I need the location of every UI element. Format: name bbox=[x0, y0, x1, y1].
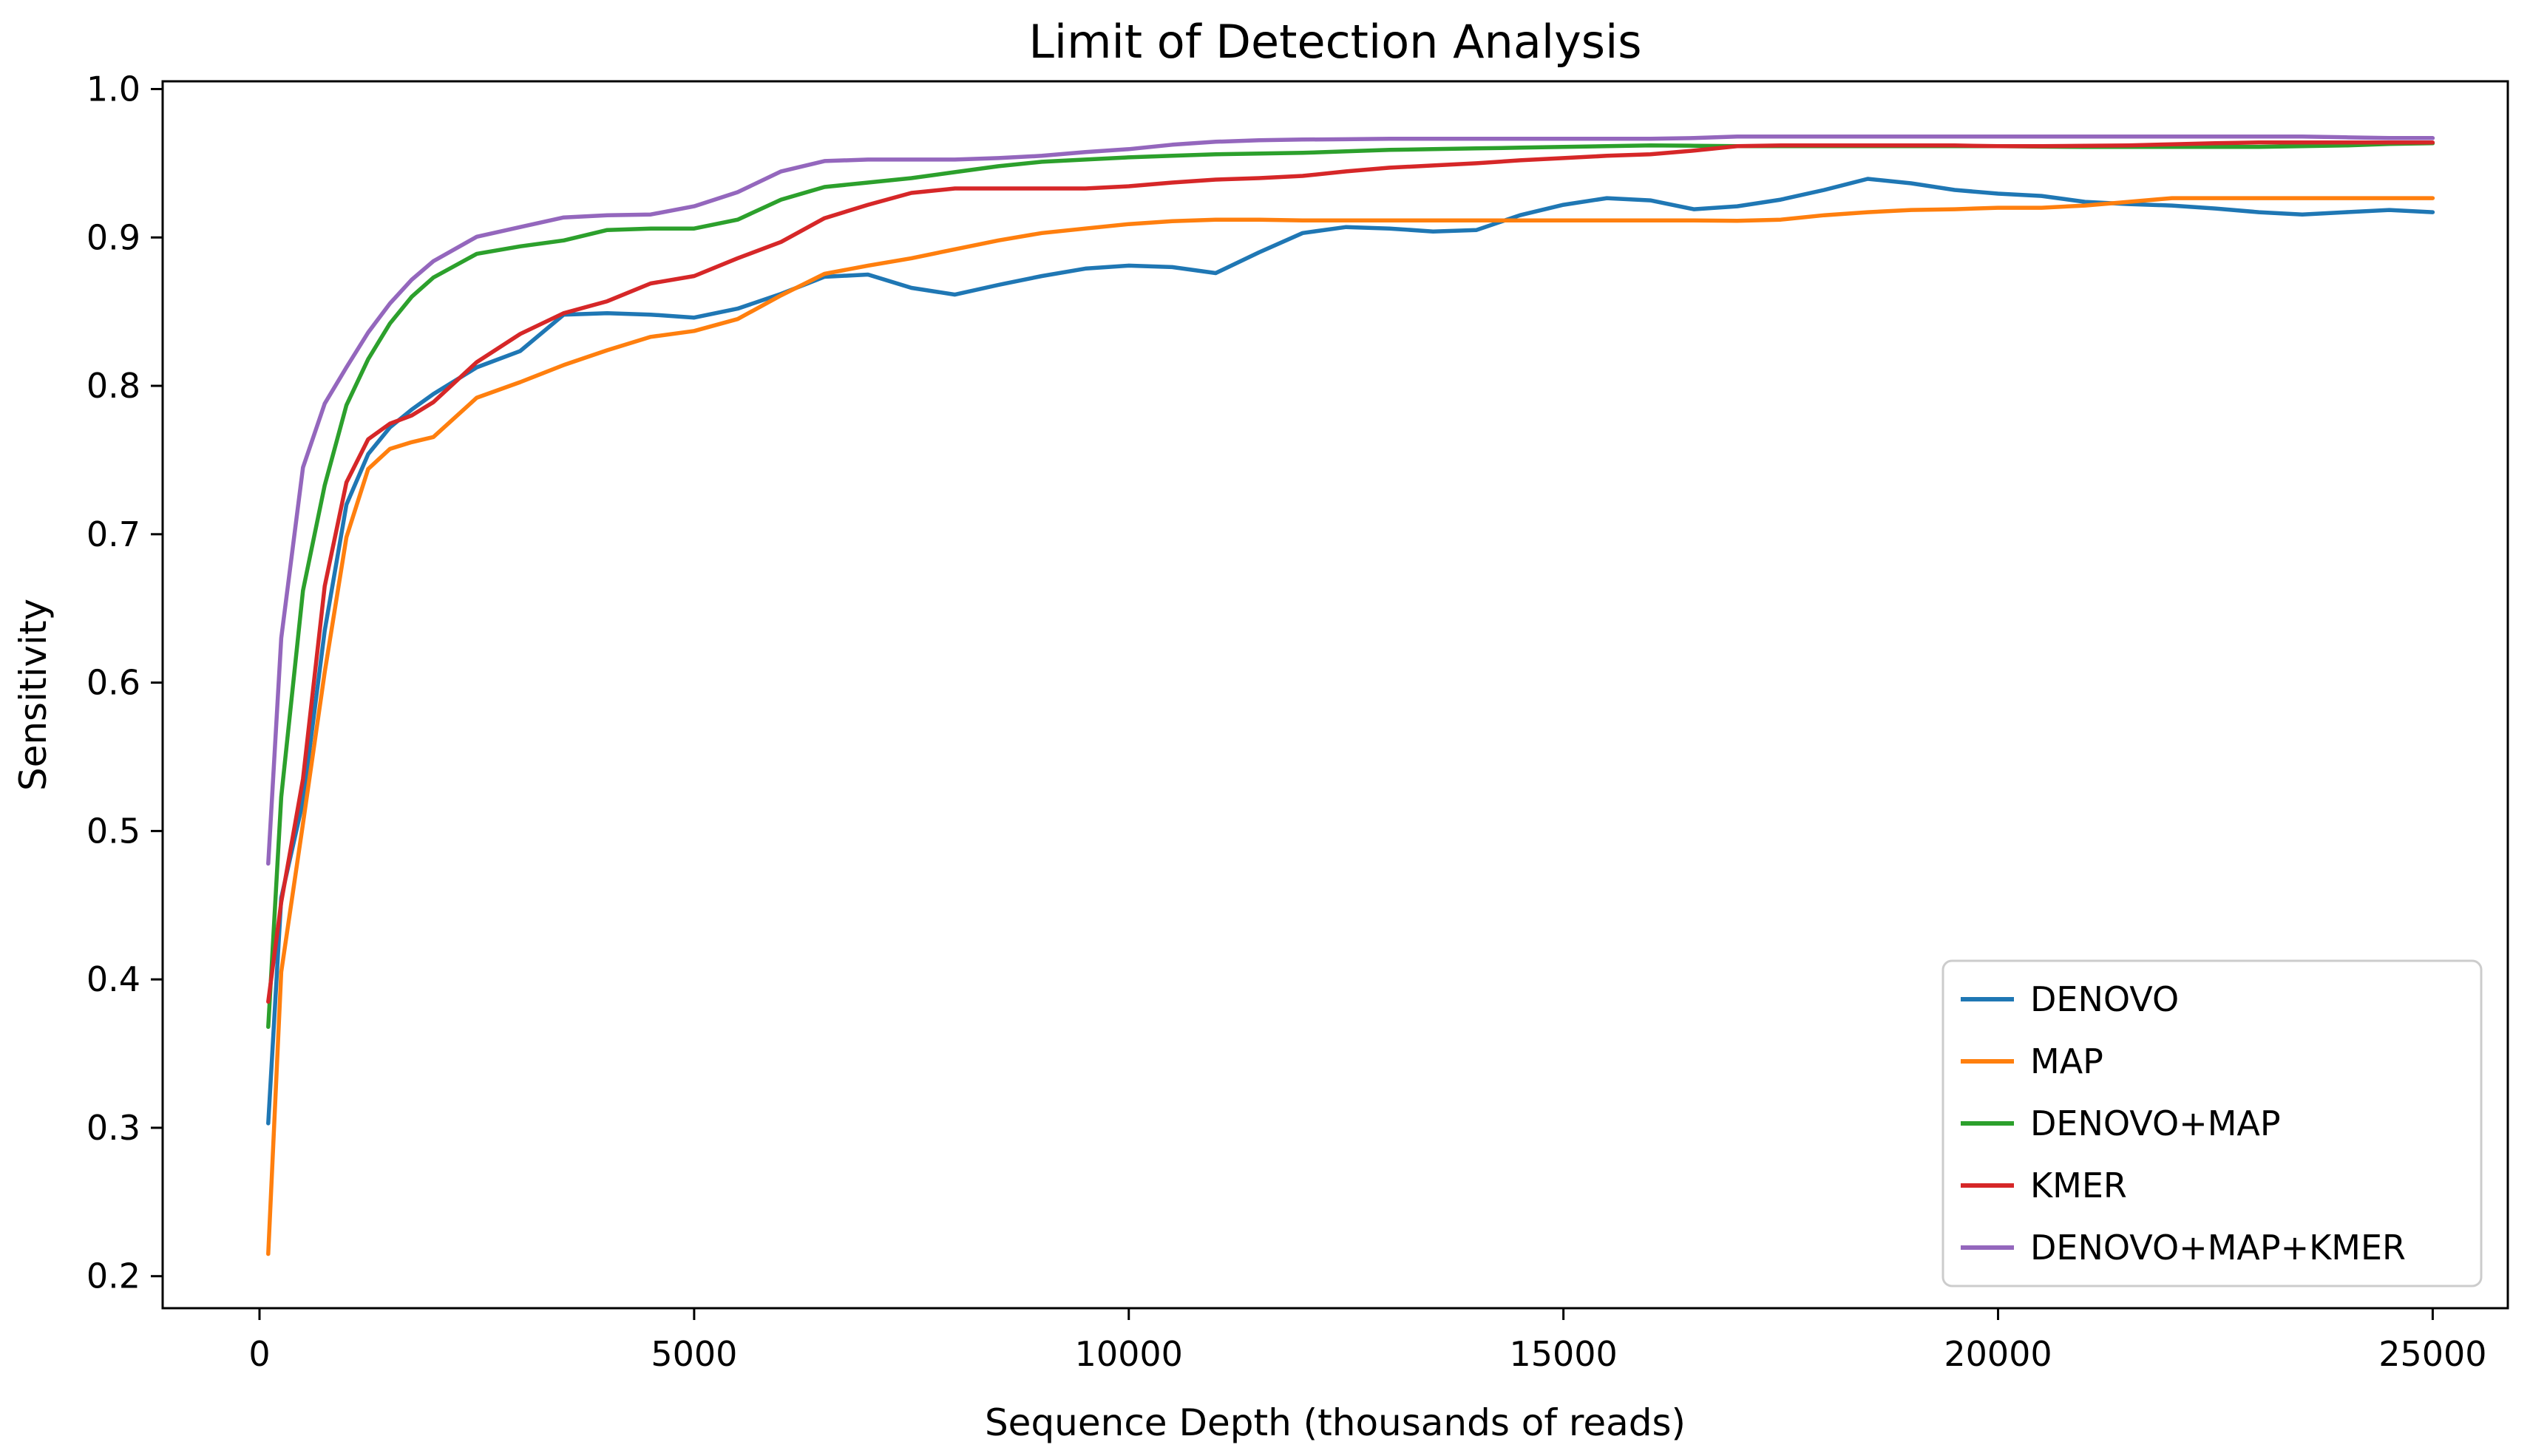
x-tick-label: 20000 bbox=[1944, 1334, 2052, 1374]
y-tick-label: 1.0 bbox=[87, 69, 140, 109]
series-line-kmer bbox=[266, 140, 2435, 1004]
chart-title: Limit of Detection Analysis bbox=[1028, 15, 1641, 69]
legend-box bbox=[1941, 959, 2483, 1287]
y-tick-label: 0.6 bbox=[87, 663, 140, 703]
series-line-map bbox=[266, 196, 2435, 1256]
y-tick-label: 0.5 bbox=[87, 811, 140, 851]
x-tick-label: 15000 bbox=[1509, 1334, 1617, 1374]
x-tick-label: 5000 bbox=[651, 1334, 737, 1374]
series-line-denovo bbox=[266, 177, 2435, 1126]
y-tick-label: 0.4 bbox=[87, 959, 140, 999]
legend-label-map: MAP bbox=[2030, 1041, 2103, 1081]
x-tick-label: 0 bbox=[248, 1334, 270, 1374]
plot-area: 0 5000 10000 15000 20000 25000 0.2 0.3 0.4 0.5 0.6… bbox=[87, 69, 2509, 1374]
y-tick-label: 0.8 bbox=[87, 366, 140, 406]
legend-label-denovo-map-kmer: DENOVO+MAP+KMER bbox=[2030, 1228, 2406, 1268]
y-tick-label: 0.7 bbox=[87, 514, 140, 554]
legend-label-denovo: DENOVO bbox=[2030, 979, 2179, 1019]
y-tick-label: 0.3 bbox=[87, 1108, 140, 1148]
x-tick-label: 25000 bbox=[2378, 1334, 2486, 1374]
y-axis-label: Sensitivity bbox=[12, 599, 55, 791]
series-line-denovo-map-kmer bbox=[266, 134, 2435, 866]
legend-label-denovo-map: DENOVO+MAP bbox=[2030, 1103, 2281, 1143]
legend-label-kmer: KMER bbox=[2030, 1166, 2127, 1205]
x-tick-label: 10000 bbox=[1075, 1334, 1183, 1374]
y-tick-label: 0.2 bbox=[87, 1256, 140, 1296]
y-tick-label: 0.9 bbox=[87, 217, 140, 257]
x-axis-label: Sequence Depth (thousands of reads) bbox=[985, 1401, 1686, 1444]
